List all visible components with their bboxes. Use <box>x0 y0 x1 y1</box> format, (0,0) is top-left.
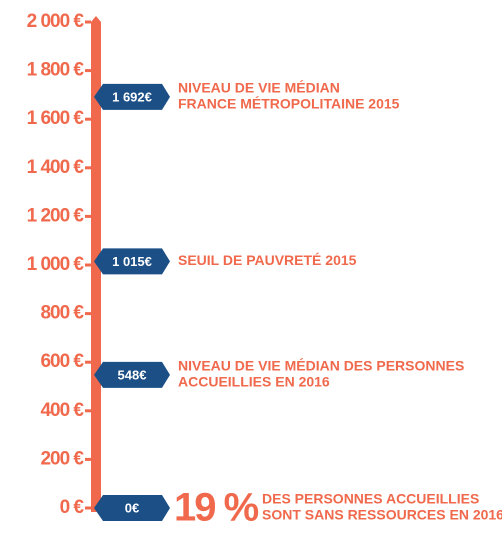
y-tick-label: 2 000 € <box>27 11 85 32</box>
annotation: DES PERSONNES ACCUEILLIES <box>262 491 479 507</box>
marker-label: 548€ <box>118 367 147 382</box>
axis-tip <box>91 16 101 22</box>
y-tick-label: 800 € <box>40 303 84 324</box>
annotation: SONT SANS RESSOURCES EN 2016 <box>262 507 502 523</box>
highlight: 19 % <box>174 486 259 530</box>
y-tick-label: 1 800 € <box>27 60 85 81</box>
marker <box>94 495 170 521</box>
annotation: NIVEAU DE VIE MÉDIAN DES PERSONNES <box>178 358 464 374</box>
marker-label: 0€ <box>125 500 139 515</box>
y-tick-label: 1 600 € <box>27 108 85 129</box>
axis-bar <box>91 22 101 512</box>
y-tick-label: 200 € <box>40 448 84 469</box>
marker <box>94 361 170 388</box>
y-tick-label: 1 200 € <box>27 205 85 226</box>
y-tick-label: 600 € <box>40 351 84 372</box>
y-tick-label: 1 000 € <box>27 254 85 275</box>
marker <box>94 83 170 110</box>
marker <box>94 248 170 275</box>
marker-label: 1 692€ <box>112 89 152 104</box>
annotation: SEUIL DE PAUVRETÉ 2015 <box>178 252 357 268</box>
y-tick-label: 1 400 € <box>27 157 85 178</box>
annotation: ACCUEILLIES EN 2016 <box>178 374 330 390</box>
y-tick-label: 400 € <box>40 400 84 421</box>
marker-label: 1 015€ <box>112 254 152 269</box>
annotation: NIVEAU DE VIE MÉDIAN <box>178 80 340 96</box>
annotation: FRANCE MÉTROPOLITAINE 2015 <box>178 96 400 112</box>
y-tick-label: 0 € <box>60 497 85 518</box>
